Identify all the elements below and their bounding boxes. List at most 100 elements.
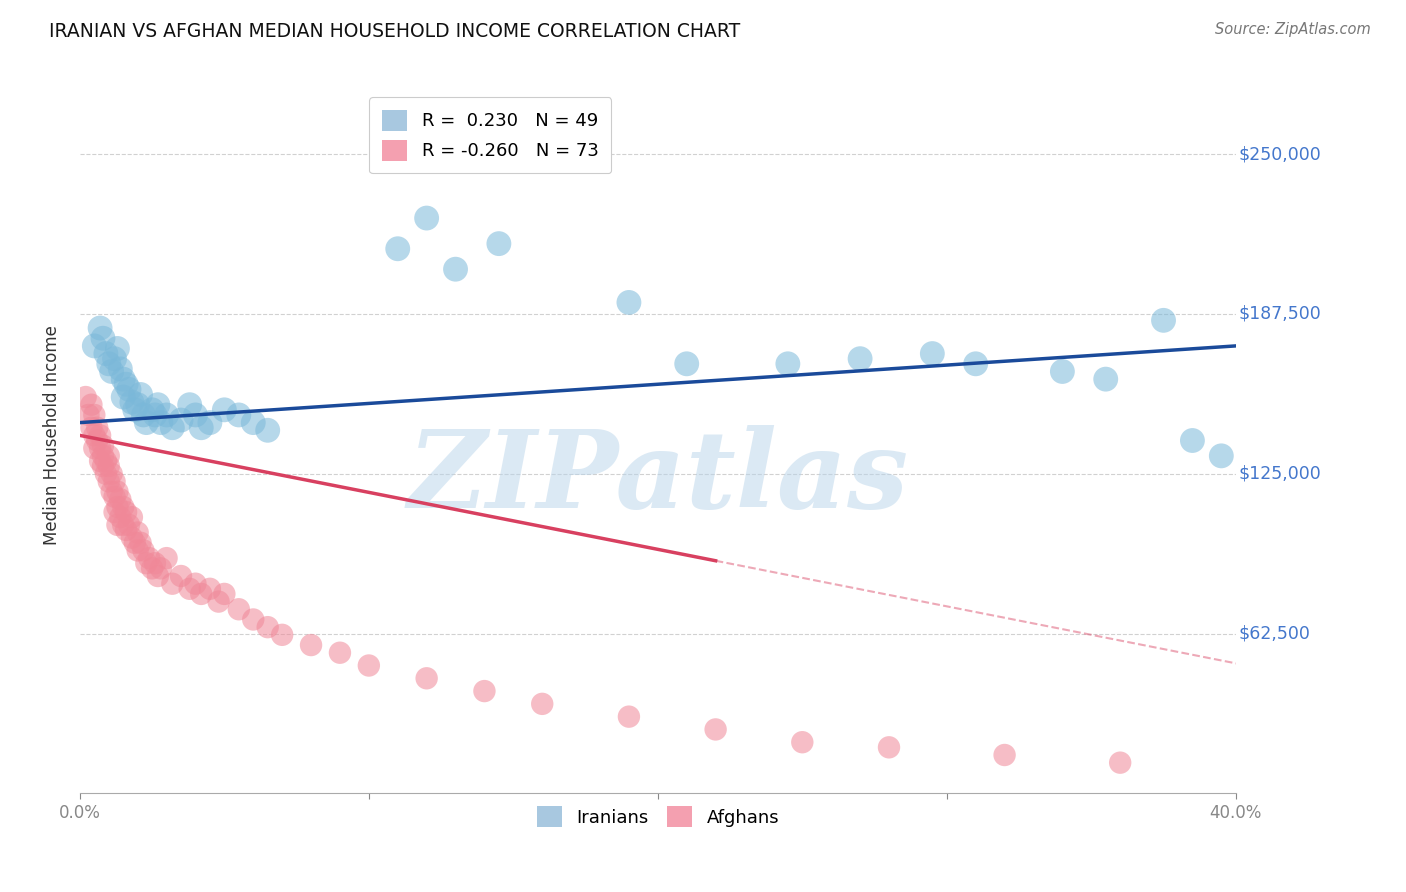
Point <box>86 421 108 435</box>
Point <box>124 402 146 417</box>
Text: $62,500: $62,500 <box>1239 624 1310 642</box>
Point <box>75 390 97 404</box>
Point <box>89 454 111 468</box>
Point <box>118 517 141 532</box>
Point <box>141 561 163 575</box>
Point <box>1052 364 1074 378</box>
Point <box>80 421 103 435</box>
Point <box>121 510 143 524</box>
Point <box>531 697 554 711</box>
Text: Source: ZipAtlas.com: Source: ZipAtlas.com <box>1215 22 1371 37</box>
Point <box>155 408 177 422</box>
Point <box>207 594 229 608</box>
Text: $125,000: $125,000 <box>1239 465 1320 483</box>
Point <box>617 709 640 723</box>
Point <box>271 628 294 642</box>
Point <box>103 490 125 504</box>
Point <box>107 484 129 499</box>
Point <box>179 398 201 412</box>
Point <box>704 723 727 737</box>
Point <box>198 582 221 596</box>
Point <box>921 346 943 360</box>
Point <box>107 500 129 514</box>
Point <box>115 505 138 519</box>
Point <box>89 321 111 335</box>
Point <box>228 408 250 422</box>
Point <box>162 421 184 435</box>
Point <box>357 658 380 673</box>
Point <box>121 531 143 545</box>
Point <box>141 402 163 417</box>
Point <box>121 395 143 409</box>
Point <box>112 390 135 404</box>
Point <box>1153 313 1175 327</box>
Point <box>86 434 108 448</box>
Point <box>1094 372 1116 386</box>
Point <box>138 551 160 566</box>
Point <box>149 416 172 430</box>
Point <box>190 421 212 435</box>
Point <box>103 351 125 366</box>
Point <box>444 262 467 277</box>
Point <box>675 357 697 371</box>
Point <box>1211 449 1233 463</box>
Point <box>242 416 264 430</box>
Point <box>103 475 125 489</box>
Point <box>83 339 105 353</box>
Point <box>299 638 322 652</box>
Point <box>89 441 111 455</box>
Point <box>97 459 120 474</box>
Point <box>115 377 138 392</box>
Point <box>97 475 120 489</box>
Point <box>143 408 166 422</box>
Point <box>415 671 437 685</box>
Point <box>170 413 193 427</box>
Point <box>89 428 111 442</box>
Point <box>91 439 114 453</box>
Point <box>127 525 149 540</box>
Point <box>110 510 132 524</box>
Point <box>132 543 155 558</box>
Point <box>184 576 207 591</box>
Point <box>91 331 114 345</box>
Point <box>329 646 352 660</box>
Point <box>256 423 278 437</box>
Point <box>77 408 100 422</box>
Point <box>146 398 169 412</box>
Point <box>256 620 278 634</box>
Point <box>488 236 510 251</box>
Text: $250,000: $250,000 <box>1239 145 1320 163</box>
Point <box>179 582 201 596</box>
Point <box>94 346 117 360</box>
Point <box>146 569 169 583</box>
Point <box>91 459 114 474</box>
Point <box>149 561 172 575</box>
Point <box>617 295 640 310</box>
Point <box>228 602 250 616</box>
Y-axis label: Median Household Income: Median Household Income <box>44 326 60 545</box>
Point <box>107 342 129 356</box>
Point <box>103 505 125 519</box>
Text: IRANIAN VS AFGHAN MEDIAN HOUSEHOLD INCOME CORRELATION CHART: IRANIAN VS AFGHAN MEDIAN HOUSEHOLD INCOM… <box>49 22 741 41</box>
Point <box>162 576 184 591</box>
Point <box>184 408 207 422</box>
Point <box>127 398 149 412</box>
Point <box>965 357 987 371</box>
Point <box>124 535 146 549</box>
Point <box>143 556 166 570</box>
Point <box>792 735 814 749</box>
Point <box>415 211 437 225</box>
Point <box>214 587 236 601</box>
Point <box>83 408 105 422</box>
Point <box>129 535 152 549</box>
Point <box>242 612 264 626</box>
Point <box>849 351 872 366</box>
Point <box>155 551 177 566</box>
Point <box>107 517 129 532</box>
Point <box>83 428 105 442</box>
Point <box>1181 434 1204 448</box>
Point <box>387 242 409 256</box>
Point <box>115 523 138 537</box>
Point <box>83 441 105 455</box>
Point <box>112 517 135 532</box>
